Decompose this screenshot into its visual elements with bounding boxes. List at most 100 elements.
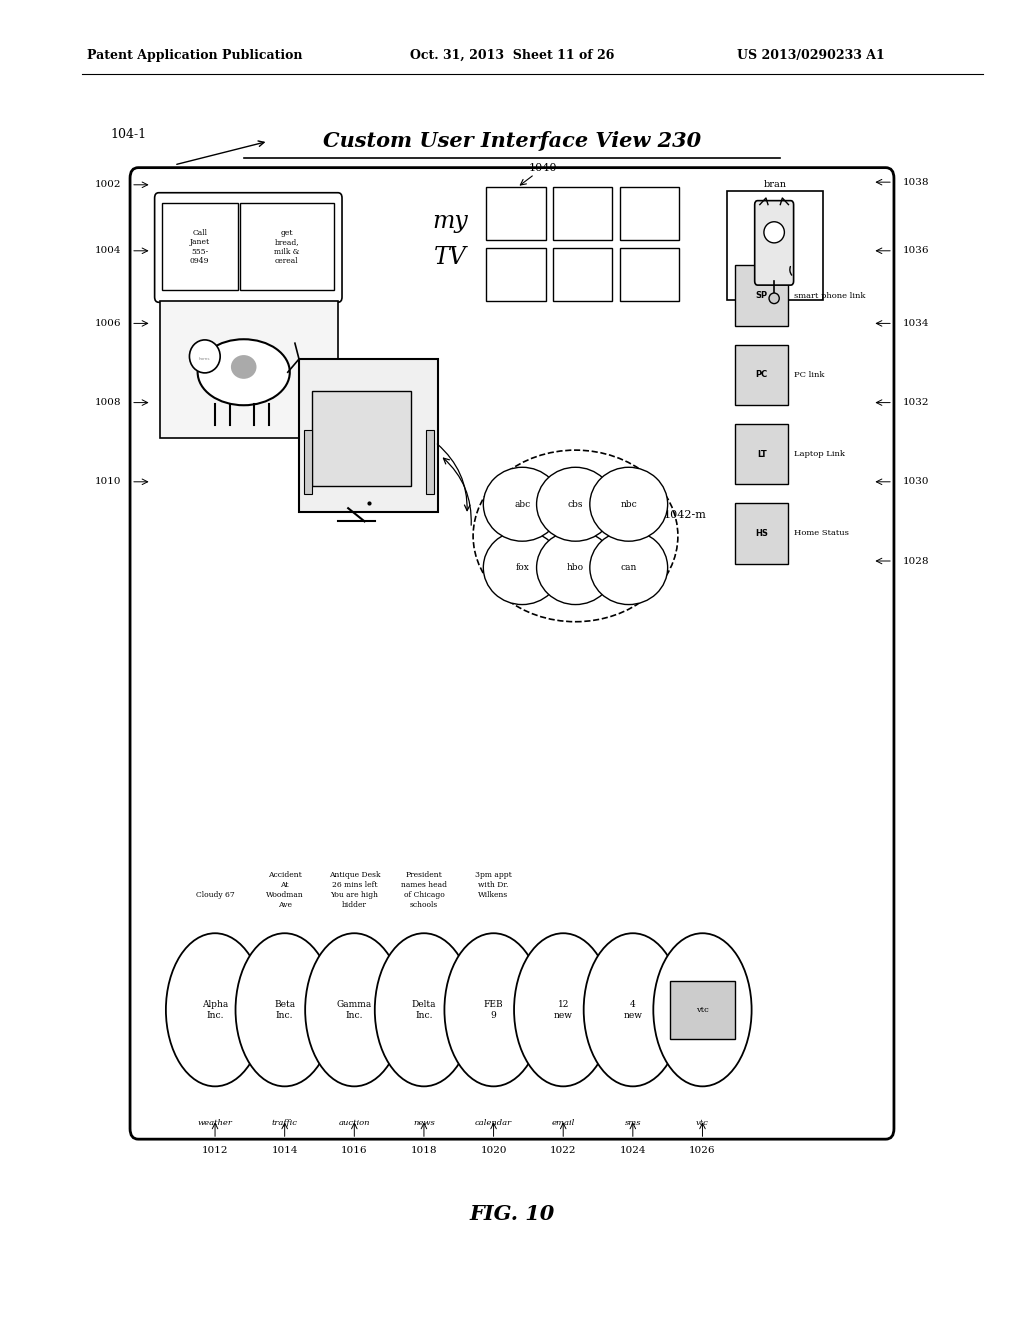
- Text: Custom User Interface View 230: Custom User Interface View 230: [323, 131, 701, 152]
- Ellipse shape: [305, 933, 403, 1086]
- FancyBboxPatch shape: [755, 201, 794, 285]
- FancyBboxPatch shape: [162, 203, 238, 290]
- Text: Laptop Link: Laptop Link: [794, 450, 845, 458]
- FancyBboxPatch shape: [160, 301, 338, 438]
- Text: FIG. 10: FIG. 10: [469, 1204, 555, 1225]
- FancyBboxPatch shape: [735, 265, 788, 326]
- Text: Cloudy 67: Cloudy 67: [196, 891, 234, 899]
- Text: 1010: 1010: [94, 478, 121, 486]
- Ellipse shape: [537, 467, 614, 541]
- Text: bran: bran: [764, 181, 786, 189]
- Text: 1040: 1040: [528, 162, 557, 173]
- Text: Accident
At
Woodman
Ave: Accident At Woodman Ave: [266, 871, 303, 908]
- Text: Oct. 31, 2013  Sheet 11 of 26: Oct. 31, 2013 Sheet 11 of 26: [410, 49, 614, 62]
- Text: vtc: vtc: [696, 1006, 709, 1014]
- Bar: [553, 187, 612, 240]
- FancyBboxPatch shape: [727, 191, 823, 300]
- Text: 1002: 1002: [94, 181, 121, 189]
- Text: Gamma
Inc.: Gamma Inc.: [337, 1001, 372, 1019]
- Ellipse shape: [514, 933, 612, 1086]
- Ellipse shape: [769, 293, 779, 304]
- Bar: [620, 248, 679, 301]
- Text: 1016: 1016: [341, 1146, 368, 1155]
- Text: hbo: hbo: [567, 564, 584, 572]
- Text: Home Status: Home Status: [794, 529, 849, 537]
- Text: Delta
Inc.: Delta Inc.: [412, 1001, 436, 1019]
- FancyBboxPatch shape: [155, 193, 342, 302]
- Text: news: news: [413, 1119, 435, 1127]
- Text: 1024: 1024: [620, 1146, 646, 1155]
- Ellipse shape: [537, 531, 614, 605]
- Ellipse shape: [483, 467, 561, 541]
- Text: my: my: [433, 210, 468, 234]
- Text: 1038: 1038: [903, 178, 930, 186]
- Text: can: can: [621, 564, 637, 572]
- FancyBboxPatch shape: [240, 203, 334, 290]
- Text: traffic: traffic: [271, 1119, 298, 1127]
- Bar: [426, 430, 434, 494]
- Text: smart phone link: smart phone link: [794, 292, 865, 300]
- Text: horns: horns: [199, 356, 211, 362]
- Text: LT: LT: [757, 450, 767, 458]
- Text: abc: abc: [514, 500, 530, 508]
- Text: HS: HS: [756, 529, 768, 537]
- Ellipse shape: [590, 467, 668, 541]
- Ellipse shape: [444, 933, 543, 1086]
- Text: 1022: 1022: [550, 1146, 577, 1155]
- Text: 1018: 1018: [411, 1146, 437, 1155]
- Text: 1036: 1036: [903, 247, 930, 255]
- Text: vtc: vtc: [696, 1119, 709, 1127]
- FancyBboxPatch shape: [670, 981, 735, 1039]
- Ellipse shape: [584, 933, 682, 1086]
- Text: Alpha
Inc.: Alpha Inc.: [202, 1001, 228, 1019]
- Ellipse shape: [653, 933, 752, 1086]
- Text: 104-1: 104-1: [111, 128, 146, 141]
- Text: TV: TV: [434, 246, 467, 269]
- Text: cbs: cbs: [567, 500, 584, 508]
- Text: 1004: 1004: [94, 247, 121, 255]
- Ellipse shape: [590, 531, 668, 605]
- Text: 1032: 1032: [903, 399, 930, 407]
- Text: FEB
9: FEB 9: [483, 1001, 504, 1019]
- Text: 1034: 1034: [903, 319, 930, 327]
- Ellipse shape: [764, 222, 784, 243]
- Text: PC: PC: [756, 371, 768, 379]
- Text: 12
new: 12 new: [554, 1001, 572, 1019]
- FancyBboxPatch shape: [299, 359, 438, 512]
- Bar: [486, 187, 546, 240]
- Text: 1042-m: 1042-m: [664, 510, 707, 520]
- FancyBboxPatch shape: [735, 345, 788, 405]
- Text: nbc: nbc: [621, 500, 637, 508]
- Text: 1026: 1026: [689, 1146, 716, 1155]
- Bar: [620, 187, 679, 240]
- Text: 4
new: 4 new: [624, 1001, 642, 1019]
- Text: US 2013/0290233 A1: US 2013/0290233 A1: [737, 49, 885, 62]
- Text: Patent Application Publication: Patent Application Publication: [87, 49, 302, 62]
- Text: 1028: 1028: [903, 557, 930, 565]
- Ellipse shape: [236, 933, 334, 1086]
- Text: 1014: 1014: [271, 1146, 298, 1155]
- Text: 3pm appt
with Dr.
Wilkens: 3pm appt with Dr. Wilkens: [475, 871, 512, 899]
- Text: weather: weather: [198, 1119, 232, 1127]
- Ellipse shape: [166, 933, 264, 1086]
- Ellipse shape: [375, 933, 473, 1086]
- Bar: [486, 248, 546, 301]
- Text: email: email: [552, 1119, 574, 1127]
- Text: Beta
Inc.: Beta Inc.: [274, 1001, 295, 1019]
- Text: SP: SP: [756, 292, 768, 300]
- Ellipse shape: [483, 531, 561, 605]
- Text: calendar: calendar: [475, 1119, 512, 1127]
- Text: Call
Janet
555-
0949: Call Janet 555- 0949: [189, 228, 210, 265]
- Ellipse shape: [230, 355, 256, 379]
- Ellipse shape: [189, 339, 220, 372]
- FancyBboxPatch shape: [735, 503, 788, 564]
- Text: 1030: 1030: [903, 478, 930, 486]
- Ellipse shape: [198, 339, 290, 405]
- Text: 1020: 1020: [480, 1146, 507, 1155]
- FancyBboxPatch shape: [130, 168, 894, 1139]
- Text: 1012: 1012: [202, 1146, 228, 1155]
- Text: 1006: 1006: [94, 319, 121, 327]
- Text: get
bread,
milk &
cereal: get bread, milk & cereal: [274, 228, 299, 265]
- Bar: [553, 248, 612, 301]
- Text: auction: auction: [339, 1119, 370, 1127]
